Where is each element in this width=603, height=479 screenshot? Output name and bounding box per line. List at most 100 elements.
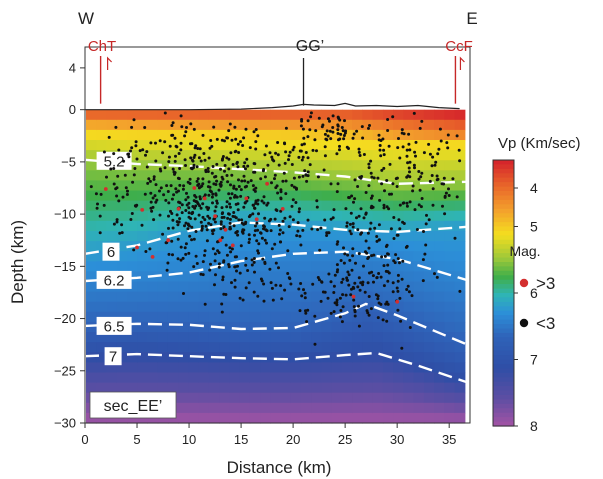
- heatmap-cell: [178, 412, 189, 424]
- small-event: [250, 258, 254, 262]
- heatmap-cell: [280, 342, 292, 353]
- heatmap-cell: [249, 281, 261, 293]
- heatmap-cell: [116, 251, 128, 262]
- small-event: [233, 265, 237, 269]
- small-event: [198, 197, 202, 201]
- colorbar-segment: [493, 199, 514, 205]
- small-event: [189, 156, 193, 160]
- small-event: [292, 185, 296, 189]
- small-event: [329, 217, 333, 221]
- heatmap-cell: [393, 321, 404, 333]
- small-event: [235, 230, 239, 233]
- heatmap-cell: [423, 311, 435, 323]
- heatmap-cell: [249, 190, 261, 202]
- heatmap-cell: [127, 251, 138, 262]
- heatmap-cell: [270, 220, 282, 232]
- small-event: [326, 117, 330, 121]
- small-event: [203, 158, 207, 162]
- heatmap-cell: [382, 382, 394, 394]
- colorbar-segment: [493, 341, 514, 347]
- heatmap-cell: [147, 180, 159, 192]
- heatmap-cell: [290, 342, 302, 353]
- small-event: [268, 151, 272, 155]
- small-event: [263, 225, 266, 229]
- heatmap-cell: [382, 362, 394, 374]
- heatmap-cell: [454, 332, 466, 343]
- velocity-contours: 5.266.26.57: [84, 151, 471, 385]
- small-event: [355, 216, 358, 220]
- heatmap-cell: [249, 241, 261, 252]
- heatmap-cell: [96, 352, 108, 363]
- small-event: [351, 247, 355, 251]
- heatmap-cell: [157, 129, 169, 141]
- heatmap-cell: [127, 180, 138, 192]
- heatmap-cell: [403, 372, 415, 384]
- small-event: [392, 259, 396, 263]
- small-event: [353, 197, 357, 201]
- heatmap-cell: [311, 261, 322, 272]
- small-event: [308, 128, 312, 132]
- small-event: [303, 296, 307, 300]
- small-event: [216, 249, 220, 253]
- small-event: [192, 199, 196, 203]
- small-event: [213, 252, 217, 256]
- heatmap-cell: [301, 160, 312, 171]
- small-event: [391, 281, 395, 285]
- heatmap-cell: [249, 291, 261, 303]
- small-event: [336, 123, 340, 127]
- heatmap-cell: [116, 372, 128, 384]
- heatmap-cell: [127, 231, 138, 242]
- small-event: [183, 134, 187, 138]
- heatmap-cell: [219, 291, 230, 303]
- small-event: [357, 324, 361, 328]
- heatmap-cell: [188, 342, 200, 353]
- small-event: [112, 167, 116, 170]
- small-event: [152, 218, 156, 222]
- heatmap-cell: [301, 180, 312, 192]
- small-event: [356, 228, 360, 232]
- colorbar-segment: [493, 208, 514, 214]
- small-event: [446, 146, 450, 150]
- small-event: [249, 179, 253, 183]
- heatmap-cell: [188, 311, 200, 323]
- heatmap-cell: [423, 362, 435, 374]
- small-event: [250, 263, 254, 267]
- colorbar-segment: [493, 279, 514, 285]
- small-event: [207, 180, 211, 184]
- small-event: [345, 278, 349, 282]
- heatmap-cell: [393, 160, 404, 171]
- heatmap-cell: [188, 241, 200, 252]
- heatmap-cell: [423, 129, 435, 141]
- small-event: [408, 175, 412, 179]
- small-event: [368, 124, 371, 127]
- large-event: [213, 214, 218, 219]
- small-event: [341, 293, 345, 297]
- small-event: [233, 150, 237, 154]
- heatmap-cell: [116, 332, 128, 343]
- heatmap-cell: [393, 301, 404, 313]
- heatmap-cell: [249, 200, 261, 212]
- heatmap-cell: [167, 180, 179, 192]
- small-event: [244, 257, 248, 260]
- heatmap-cell: [413, 402, 425, 414]
- heatmap-cell: [208, 412, 220, 424]
- small-event: [130, 212, 134, 215]
- small-event: [347, 147, 350, 150]
- y-tick-label: −25: [54, 363, 76, 378]
- small-event: [288, 215, 292, 219]
- legend-marker-small: [519, 318, 529, 328]
- small-event: [261, 257, 265, 261]
- heatmap-cell: [454, 140, 466, 151]
- heatmap-cell: [454, 362, 466, 374]
- heatmap-cell: [362, 321, 374, 333]
- small-event: [389, 227, 393, 231]
- small-event: [400, 346, 404, 350]
- small-event: [437, 147, 441, 151]
- heatmap-cell: [229, 170, 241, 181]
- heatmap-cell: [434, 372, 445, 384]
- small-event: [227, 192, 231, 196]
- heatmap-cell: [198, 402, 210, 414]
- small-event: [388, 192, 391, 196]
- heatmap-cell: [157, 321, 169, 333]
- heatmap-cell: [413, 301, 425, 313]
